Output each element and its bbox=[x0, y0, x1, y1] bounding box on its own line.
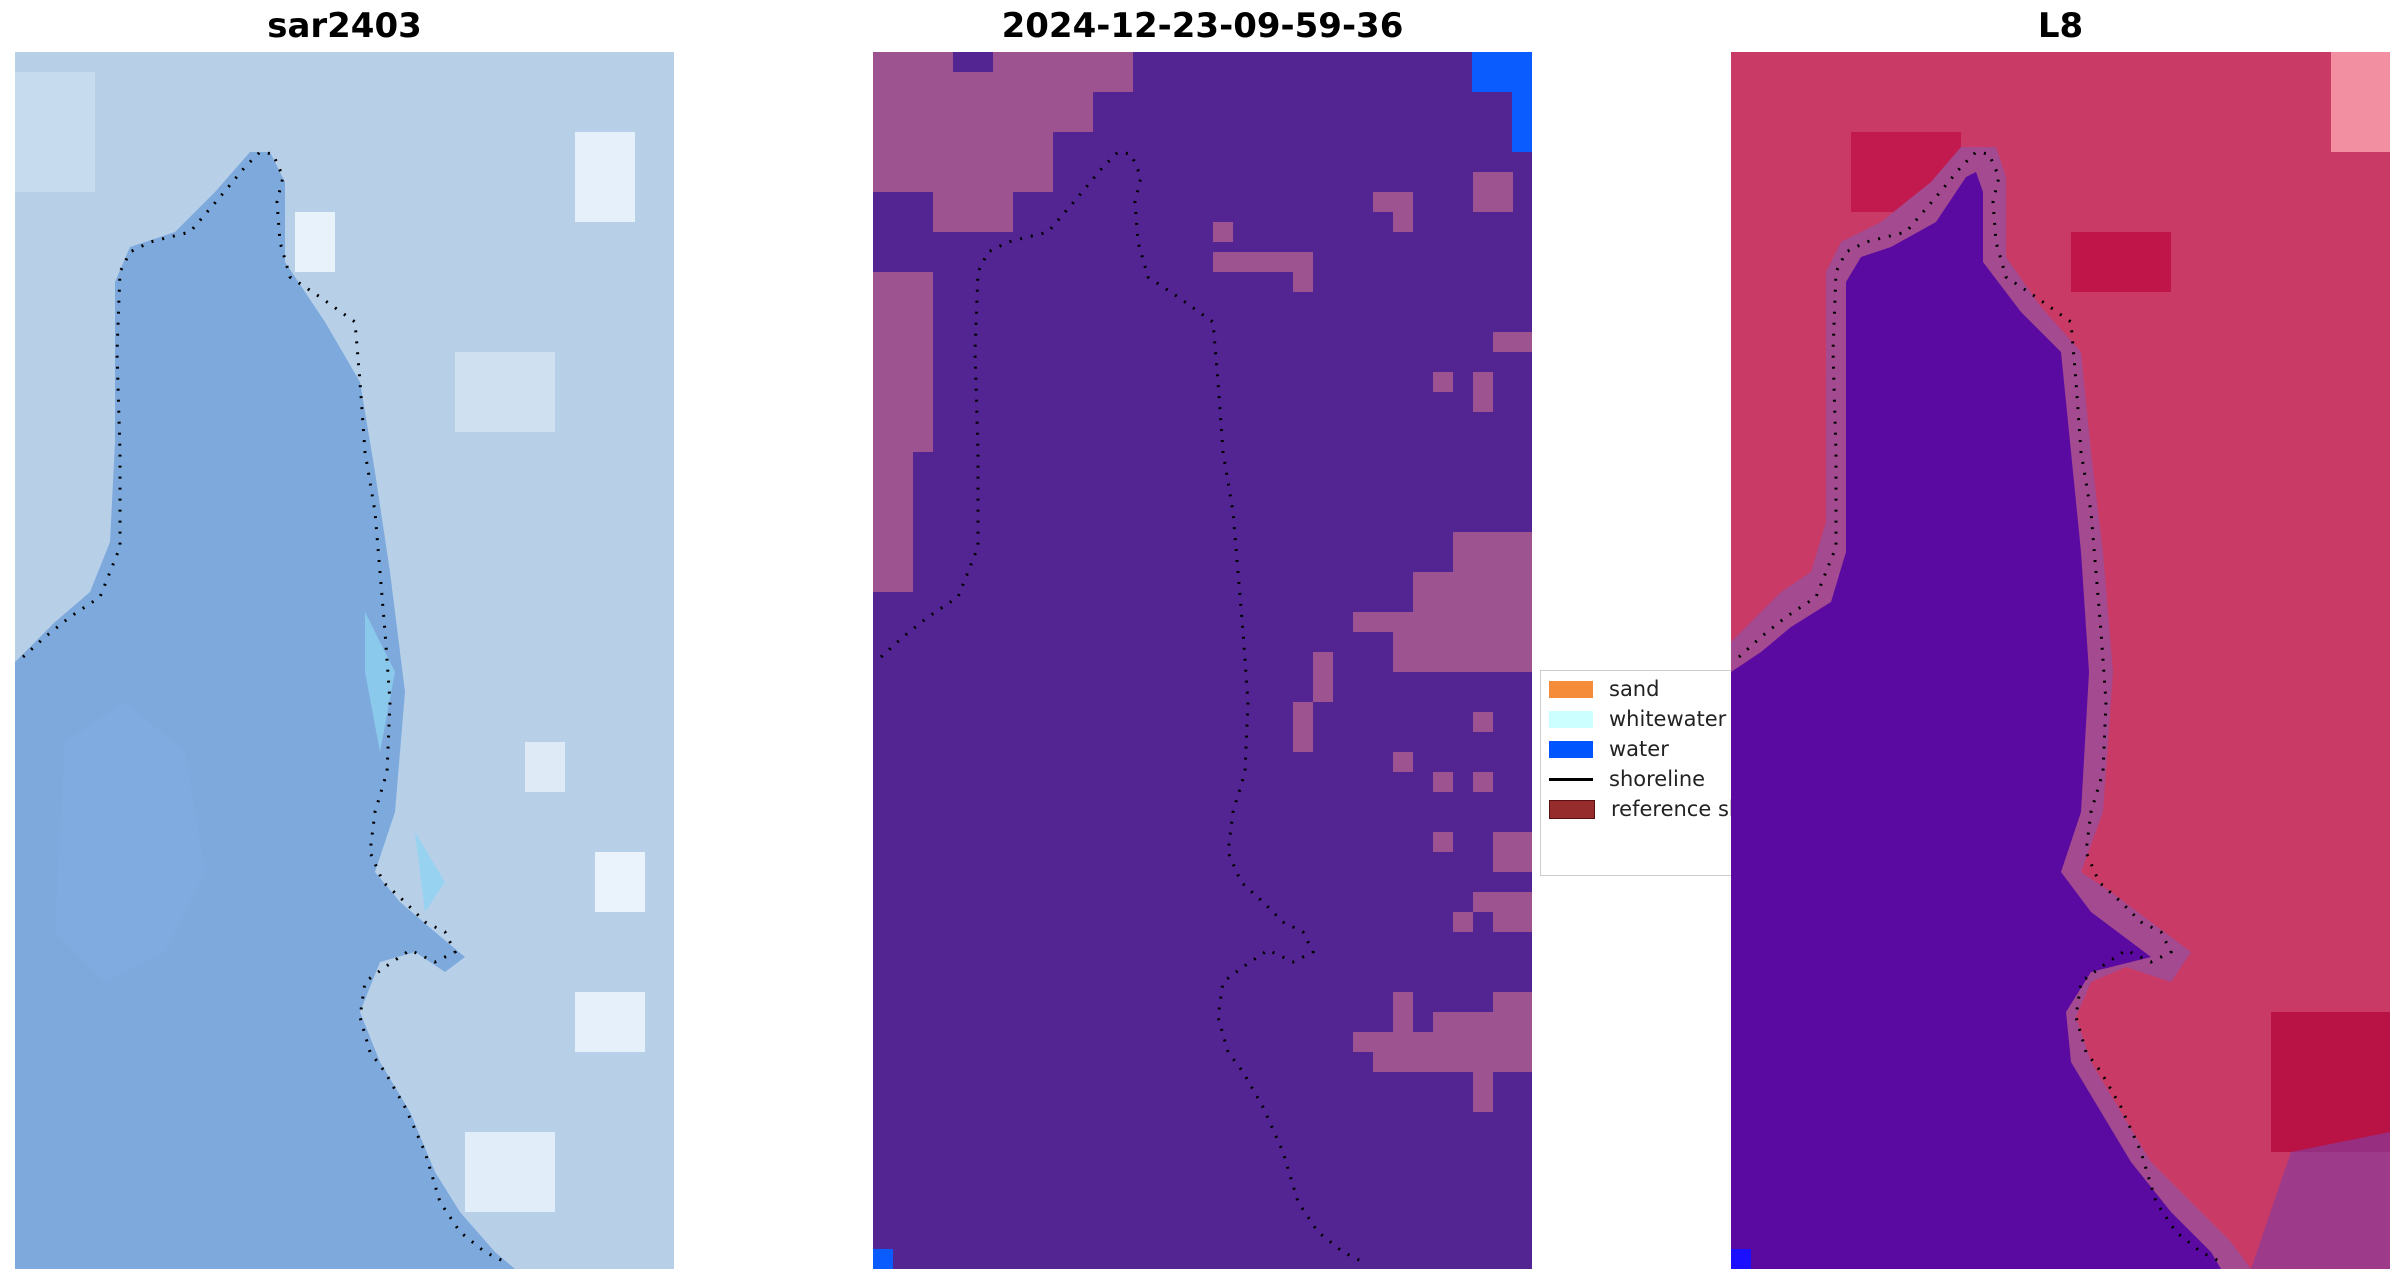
panel-title: sar2403 bbox=[267, 6, 422, 46]
legend-item-whitewater: whitewater bbox=[1549, 704, 1726, 734]
water-swatch-icon bbox=[1549, 740, 1593, 758]
legend-item-reference-shoreline: reference sh bbox=[1549, 794, 1731, 824]
legend-item-shoreline: shoreline bbox=[1549, 764, 1705, 794]
reference-swatch-icon bbox=[1549, 799, 1595, 819]
legend-item-sand: sand bbox=[1549, 674, 1659, 704]
legend-label: shoreline bbox=[1609, 767, 1706, 791]
whitewater-swatch-icon bbox=[1549, 710, 1593, 728]
legend-label: whitewater bbox=[1609, 707, 1727, 731]
legend-label: reference sh bbox=[1611, 797, 1731, 821]
shoreline-line-icon bbox=[1549, 777, 1593, 781]
panel-title: L8 bbox=[2037, 6, 2084, 46]
sand-swatch-icon bbox=[1549, 680, 1593, 698]
satellite-rgb-image bbox=[15, 52, 674, 1269]
legend-label: sand bbox=[1609, 677, 1660, 701]
panel-title: 2024-12-23-09-59-36 bbox=[1001, 6, 1404, 46]
legend-label: water bbox=[1609, 737, 1669, 761]
legend: sand whitewater water shoreline referenc… bbox=[1540, 670, 1731, 876]
index-map bbox=[1731, 52, 2390, 1269]
classification-map bbox=[873, 52, 1532, 1269]
legend-item-water: water bbox=[1549, 734, 1669, 764]
